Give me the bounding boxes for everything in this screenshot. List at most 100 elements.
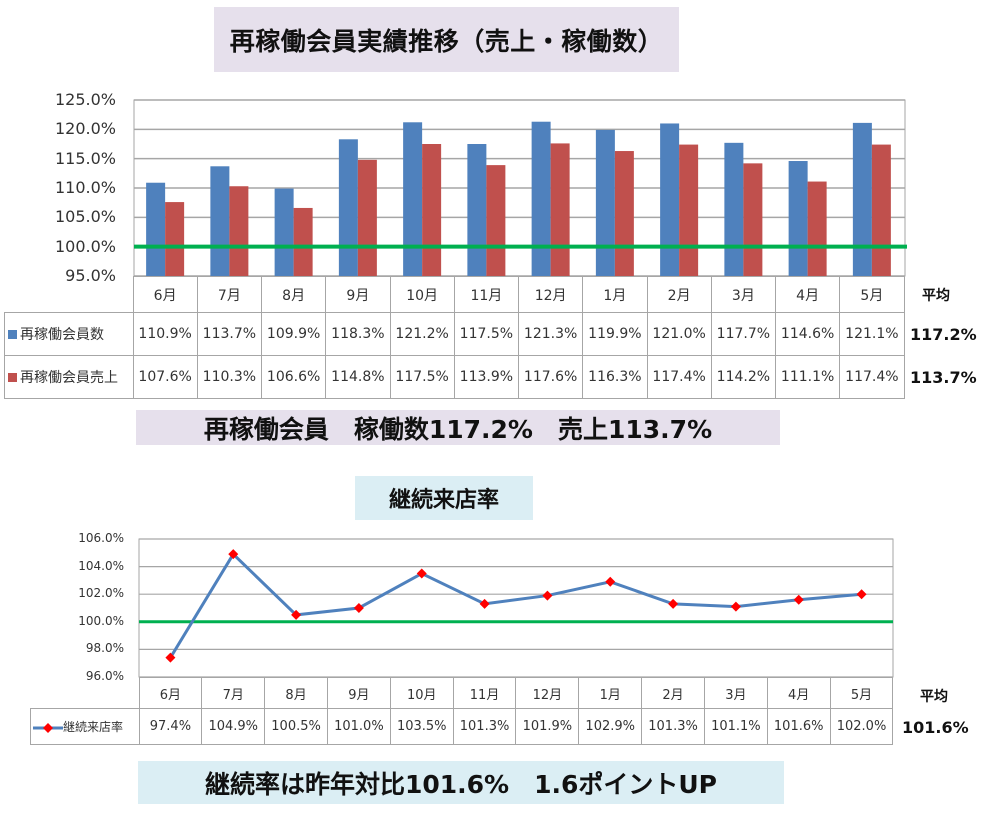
table-cell: 117.4% — [839, 355, 905, 399]
table-header-row: 6月 7月 8月 9月 10月 11月 12月 1月 2月 3月 4月 5月 — [31, 677, 894, 709]
month-header: 8月 — [264, 677, 328, 709]
table-header-row: 6月 7月 8月 9月 10月 11月 12月 1月 2月 3月 4月 5月 — [5, 276, 905, 313]
bar-sales — [871, 144, 891, 276]
chart2-average-label: 平均 — [920, 689, 948, 705]
table-cell: 101.3% — [641, 708, 705, 745]
bar-count — [724, 142, 744, 276]
table-cell: 106.6% — [260, 355, 327, 399]
chart2-plot-frame — [138, 538, 894, 678]
bar-count — [146, 182, 166, 276]
chart1-average-series-2: 113.7% — [910, 368, 977, 387]
chart1-average-label: 平均 — [922, 288, 950, 304]
diamond-marker-icon — [605, 576, 616, 587]
diamond-marker-icon — [856, 589, 867, 600]
chart2-average-series-1: 101.6% — [902, 718, 969, 737]
table-cell: 101.6% — [766, 708, 831, 745]
table-cell: 111.1% — [774, 355, 841, 399]
legend-label: 再稼働会員売上 — [20, 370, 118, 386]
bar-count — [660, 123, 680, 276]
bar-sales — [743, 163, 763, 276]
bar-sales — [486, 165, 506, 276]
chart2-data-table: 6月 7月 8月 9月 10月 11月 12月 1月 2月 3月 4月 5月 継続来店率 97.4% 1… — [30, 677, 894, 745]
month-header: 5月 — [829, 677, 894, 709]
table-cell: 117.6% — [517, 355, 584, 399]
table-row-series-1: 継続来店率 97.4% 104.9% 100.5% 101.0% 103.5% 101.3… — [30, 708, 894, 745]
legend-series-1: 継続来店率 — [30, 708, 140, 745]
legend-label: 継続来店率 — [63, 720, 124, 734]
table-cell: 113.7% — [196, 312, 263, 356]
month-header: 3月 — [703, 677, 768, 709]
chart1-summary: 再稼働会員 稼働数117.2% 売上113.7% — [136, 410, 780, 445]
table-cell: 101.1% — [703, 708, 768, 745]
month-header: 10月 — [389, 276, 455, 313]
bar-sales — [357, 159, 377, 276]
diamond-marker-icon — [730, 601, 741, 612]
diamond-marker-icon — [668, 598, 679, 609]
month-header: 3月 — [710, 276, 777, 313]
bar-sales — [550, 143, 570, 276]
chart2-title: 継続来店率 — [355, 476, 533, 520]
y-tick-label: 100.0% — [78, 613, 124, 628]
bar-count — [467, 144, 487, 276]
legend-swatch-blue-icon — [8, 329, 17, 339]
month-header: 8月 — [260, 276, 327, 313]
month-header: 5月 — [839, 276, 905, 313]
table-cell: 101.9% — [515, 708, 580, 745]
table-cell: 117.7% — [710, 312, 777, 356]
table-cell: 101.3% — [452, 708, 517, 745]
bar-count — [274, 188, 294, 276]
continuation-rate-line — [169, 551, 862, 659]
diamond-marker-icon — [228, 549, 239, 560]
y-tick-label: 125.0% — [54, 90, 116, 109]
month-header: 11月 — [452, 677, 517, 709]
bar-count — [531, 121, 551, 276]
y-tick-label: 98.0% — [85, 641, 124, 656]
diamond-marker-icon — [479, 598, 490, 609]
table-cell: 117.5% — [453, 312, 520, 356]
legend-series-2: 再稼働会員売上 — [4, 355, 134, 399]
month-header: 9月 — [325, 276, 391, 313]
diamond-marker-icon — [291, 609, 302, 620]
table-cell: 117.4% — [646, 355, 712, 399]
table-cell: 104.9% — [201, 708, 266, 745]
table-cell: 121.0% — [646, 312, 712, 356]
table-corner — [31, 678, 140, 709]
month-header: 10月 — [389, 677, 454, 709]
table-cell: 100.5% — [264, 708, 328, 745]
table-cell: 97.4% — [138, 708, 203, 745]
table-cell: 109.9% — [260, 312, 327, 356]
table-cell: 117.5% — [389, 355, 455, 399]
table-corner — [5, 277, 134, 313]
bar-count — [595, 129, 615, 276]
table-cell: 116.3% — [582, 355, 648, 399]
bar-sales — [165, 202, 185, 276]
table-cell: 110.9% — [132, 312, 198, 356]
bar-sales — [614, 151, 634, 276]
y-tick-label: 96.0% — [85, 669, 124, 683]
month-header: 1月 — [582, 276, 648, 313]
month-header: 6月 — [138, 677, 203, 709]
table-cell: 110.3% — [196, 355, 263, 399]
month-header: 1月 — [578, 677, 643, 709]
y-tick-label: 110.0% — [54, 178, 116, 197]
table-cell: 113.9% — [453, 355, 520, 399]
bar-count — [852, 122, 872, 276]
month-header: 7月 — [201, 677, 266, 709]
table-cell: 119.9% — [582, 312, 648, 356]
diamond-marker-icon — [542, 590, 553, 601]
month-header: 11月 — [453, 276, 520, 313]
bar-count — [788, 161, 808, 276]
table-cell: 107.6% — [132, 355, 198, 399]
diamond-marker-icon — [416, 568, 427, 579]
bar-count — [210, 166, 230, 276]
month-header: 9月 — [326, 677, 391, 709]
bar-sales — [679, 144, 699, 276]
y-tick-label: 102.0% — [78, 586, 124, 601]
month-header: 2月 — [646, 276, 712, 313]
bar-count — [338, 139, 358, 276]
table-cell: 121.2% — [389, 312, 455, 356]
table-row-series-2: 再稼働会員売上 107.6% 110.3% 106.6% 114.8% 117.5% 11… — [4, 355, 905, 399]
bar-sales — [229, 186, 249, 276]
y-tick-label: 106.0% — [78, 531, 124, 545]
y-tick-label: 95.0% — [65, 266, 116, 285]
